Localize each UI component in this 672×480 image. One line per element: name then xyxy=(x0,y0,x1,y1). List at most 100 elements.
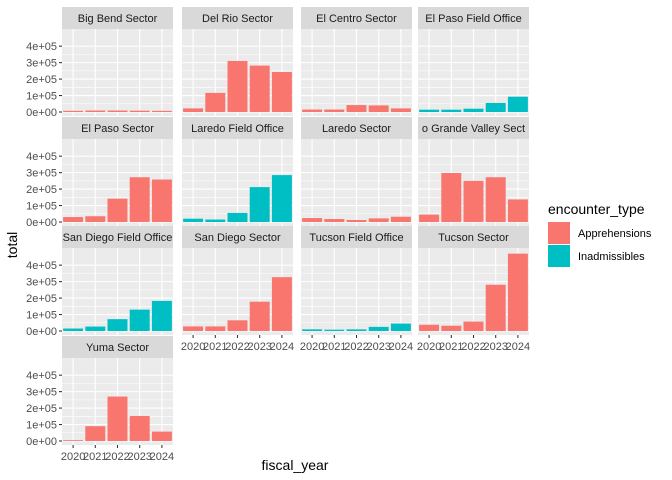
bar-el-paso-sector-2022 xyxy=(107,198,128,222)
bar-el-paso-field-office-2022 xyxy=(463,108,484,112)
facet-title: Big Bend Sector xyxy=(78,13,158,25)
bar-laredo-sector-2023 xyxy=(368,218,389,222)
facet-title: Laredo Sector xyxy=(322,123,391,135)
x-tick-label: 2022 xyxy=(344,341,368,353)
bar-el-centro-sector-2023 xyxy=(368,105,389,112)
bar-el-paso-field-office-2024 xyxy=(507,96,528,112)
x-tick-label: 2022 xyxy=(225,341,249,353)
x-tick-label: 2020 xyxy=(61,451,85,463)
x-tick-label: 2020 xyxy=(181,341,205,353)
legend-key-inadmissibles xyxy=(548,245,570,267)
bar-el-paso-sector-2023 xyxy=(129,177,150,222)
bar-san-diego-sector-2023 xyxy=(249,301,270,331)
facet-title: Del Rio Sector xyxy=(202,13,273,25)
bar-tucson-field-office-2020 xyxy=(302,329,323,331)
bar-yuma-sector-2021 xyxy=(85,426,106,441)
facet-strip xyxy=(301,7,412,29)
bar-laredo-field-office-2020 xyxy=(183,218,204,222)
facet-panels: Big Bend Sector 0e+00 1e+05 2e+05 3e+05 4e+05… xyxy=(26,7,530,463)
facet-del-rio-sector: Del Rio Sector xyxy=(182,7,293,116)
bar-yuma-sector-2024 xyxy=(151,431,172,441)
bar-laredo-field-office-2022 xyxy=(227,212,248,222)
x-tick-label: 2021 xyxy=(83,451,107,463)
bar-san-diego-field-office-2020 xyxy=(63,328,84,331)
bar-san-diego-sector-2021 xyxy=(205,326,226,331)
bar-san-diego-field-office-2023 xyxy=(129,309,150,331)
facet-strip xyxy=(182,7,293,29)
bar-del-rio-sector-2023 xyxy=(249,65,270,112)
x-tick-label: 2023 xyxy=(366,341,390,353)
bar-tucson-sector-2020 xyxy=(419,324,440,331)
axis-titles: fiscal_year total xyxy=(4,232,329,473)
legend-label-inadmissibles: Inadmissibles xyxy=(578,251,645,263)
facet-title: Tucson Sector xyxy=(438,232,509,244)
bar-del-rio-sector-2020 xyxy=(183,108,204,112)
y-tick-label: 1e+05 xyxy=(26,201,57,213)
bar-big-bend-sector-2021 xyxy=(85,110,106,112)
facet-title: El Paso Field Office xyxy=(425,13,521,25)
bar-tucson-sector-2022 xyxy=(463,321,484,331)
legend-title: encounter_type xyxy=(548,201,645,217)
bar-san-diego-field-office-2024 xyxy=(151,300,172,331)
y-tick-label: 0e+00 xyxy=(26,107,57,119)
bar-rio-grande-valley-sector-2022 xyxy=(463,180,484,222)
bar-el-paso-field-office-2020 xyxy=(419,109,440,112)
bar-san-diego-field-office-2022 xyxy=(107,319,128,331)
facet-laredo-field-office: Laredo Field Office xyxy=(182,117,293,226)
bar-tucson-sector-2023 xyxy=(485,284,506,331)
y-tick-label: 4e+05 xyxy=(26,41,57,53)
x-tick-label: 2024 xyxy=(150,451,174,463)
bar-tucson-sector-2024 xyxy=(507,253,528,331)
y-tick-label: 4e+05 xyxy=(26,151,57,163)
bar-big-bend-sector-2020 xyxy=(63,110,84,112)
y-tick-label: 0e+00 xyxy=(26,436,57,448)
bar-san-diego-field-office-2021 xyxy=(85,326,106,331)
y-tick-label: 2e+05 xyxy=(26,74,57,86)
bar-laredo-sector-2021 xyxy=(324,219,345,222)
facet-strip xyxy=(182,117,293,139)
facet-title: Laredo Field Office xyxy=(191,123,284,135)
y-tick-label: 1e+05 xyxy=(26,310,57,322)
x-tick-label: 2024 xyxy=(270,341,294,353)
bar-del-rio-sector-2022 xyxy=(227,60,248,112)
bar-el-paso-field-office-2023 xyxy=(485,102,506,112)
bar-el-centro-sector-2022 xyxy=(346,105,367,112)
y-tick-label: 2e+05 xyxy=(26,403,57,415)
bar-del-rio-sector-2024 xyxy=(271,72,292,112)
legend: encounter_type Apprehensions Inadmissibl… xyxy=(548,201,652,267)
x-tick-label: 2021 xyxy=(203,341,227,353)
y-tick-label: 1e+05 xyxy=(26,91,57,103)
x-tick-label: 2023 xyxy=(483,341,507,353)
y-tick-label: 3e+05 xyxy=(26,58,57,70)
x-tick-label: 2024 xyxy=(389,341,413,353)
bar-tucson-sector-2021 xyxy=(441,325,462,331)
bar-el-paso-sector-2024 xyxy=(151,179,172,222)
facet-el-paso-sector: El Paso Sector 0e+00 1e+05 2e+05 3e+05 4e+05 xyxy=(26,117,173,229)
bar-el-centro-sector-2020 xyxy=(302,109,323,112)
y-tick-label: 3e+05 xyxy=(26,387,57,399)
x-tick-label: 2021 xyxy=(439,341,463,353)
x-axis-title: fiscal_year xyxy=(262,457,329,473)
bar-san-diego-sector-2022 xyxy=(227,320,248,331)
facet-title: o Grande Valley Sect xyxy=(422,123,525,135)
bar-tucson-field-office-2022 xyxy=(346,329,367,331)
facet-title: El Centro Sector xyxy=(316,13,397,25)
bar-rio-grande-valley-sector-2024 xyxy=(507,199,528,222)
bar-rio-grande-valley-sector-2023 xyxy=(485,177,506,222)
bar-laredo-field-office-2024 xyxy=(271,175,292,222)
facet-strip xyxy=(301,226,412,248)
bar-laredo-field-office-2021 xyxy=(205,219,226,222)
facet-strip xyxy=(62,226,173,248)
facet-san-diego-field-office: San Diego Field Office 0e+00 1e+05 2e+05 3e+… xyxy=(26,226,173,338)
bar-el-paso-field-office-2021 xyxy=(441,109,462,112)
bar-big-bend-sector-2024 xyxy=(151,110,172,112)
facet-title: San Diego Field Office xyxy=(63,232,173,244)
bar-yuma-sector-2023 xyxy=(129,415,150,441)
bar-laredo-sector-2024 xyxy=(390,216,411,222)
facet-big-bend-sector: Big Bend Sector 0e+00 1e+05 2e+05 3e+05 4e+05 xyxy=(26,7,173,119)
y-tick-label: 2e+05 xyxy=(26,184,57,196)
y-tick-label: 4e+05 xyxy=(26,370,57,382)
